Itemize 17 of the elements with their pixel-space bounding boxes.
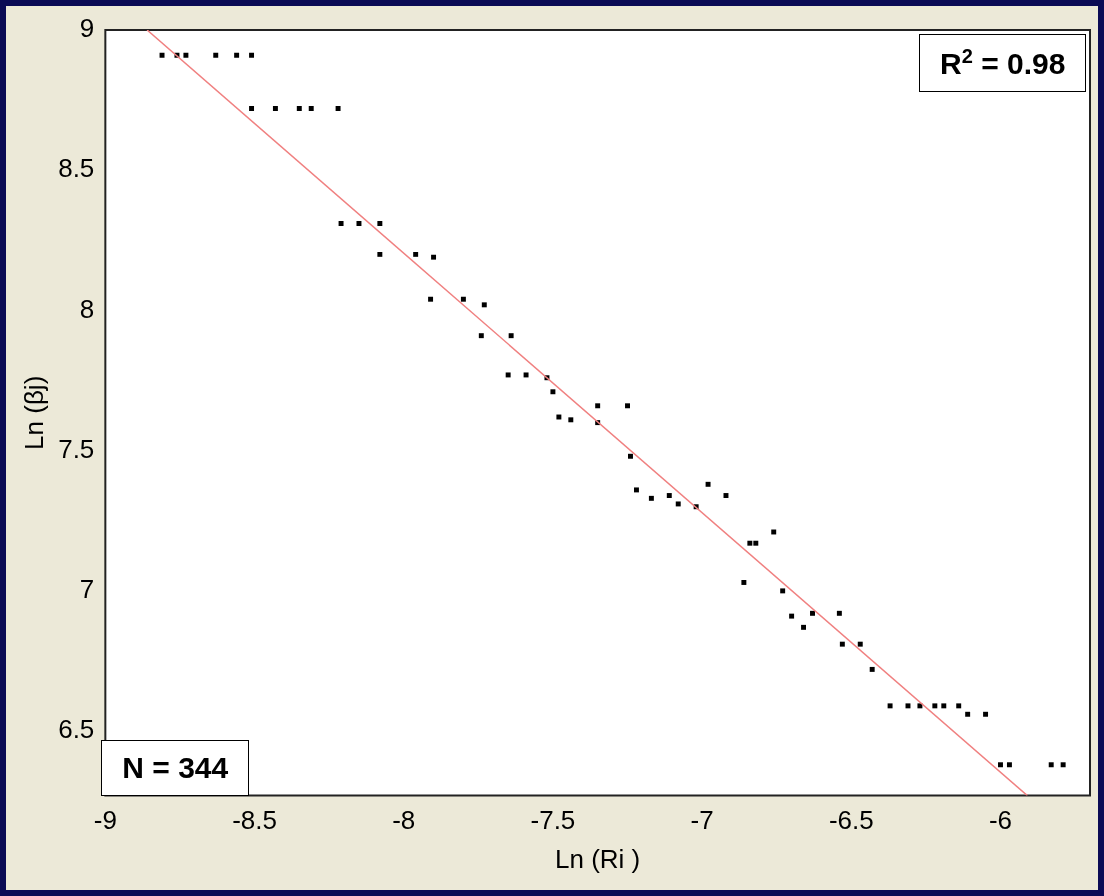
x-tick-label: -6.5: [828, 805, 874, 836]
x-tick-label: -6: [988, 805, 1013, 836]
x-axis-title: Ln (Ri ): [555, 843, 641, 874]
x-tick-label: -7: [690, 805, 714, 836]
y-tick-label: 8: [79, 293, 95, 324]
annotation: R$^{2}$ = 0.98: [919, 34, 1087, 92]
x-tick-label: -7.5: [530, 805, 576, 836]
x-tick-label: -9: [93, 805, 117, 836]
annotation: N = 344: [101, 739, 250, 796]
y-tick-label: 9: [79, 13, 95, 44]
y-axis-title: Ln (βj): [18, 375, 49, 450]
y-tick-label: 7.5: [58, 433, 95, 464]
y-tick-label: 7: [79, 574, 95, 605]
x-tick-label: -8: [392, 805, 416, 836]
y-tick-label: 6.5: [58, 714, 95, 745]
x-tick-label: -8.5: [232, 805, 277, 836]
y-tick-label: 8.5: [58, 153, 95, 184]
